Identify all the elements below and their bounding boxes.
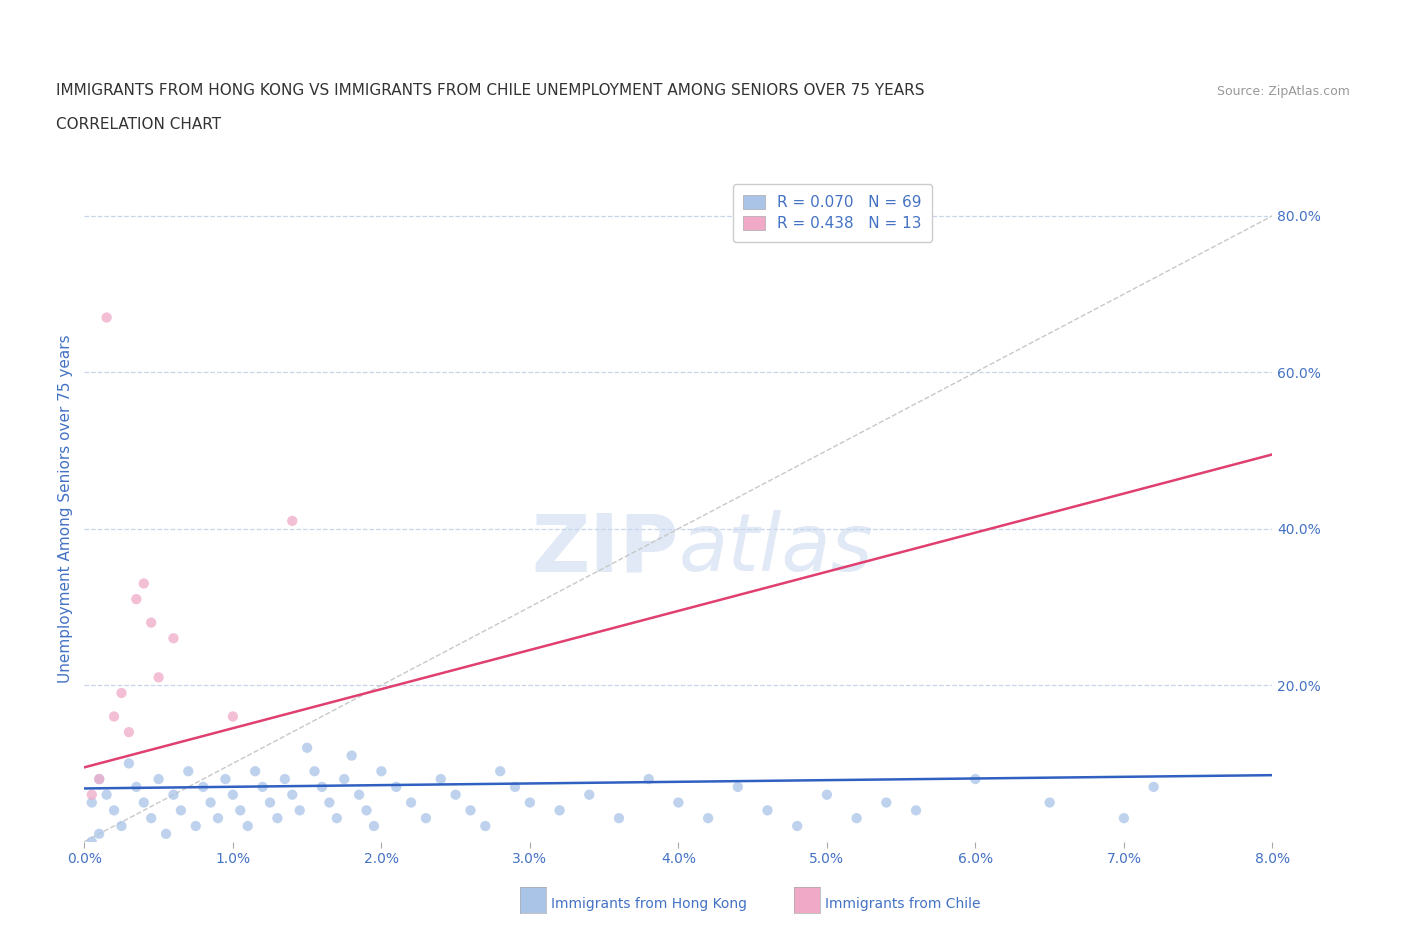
Point	[80, 788, 103, 803]
Text: atlas: atlas	[679, 510, 873, 588]
Point	[229, 803, 252, 817]
Point	[637, 772, 659, 787]
Point	[356, 803, 378, 817]
Point	[311, 779, 333, 794]
Point	[333, 772, 356, 787]
Point	[697, 811, 720, 826]
Point	[103, 803, 125, 817]
Point	[132, 795, 155, 810]
Point	[243, 764, 266, 778]
Point	[295, 740, 318, 755]
Point	[110, 685, 132, 700]
Point	[815, 788, 838, 803]
Point	[385, 779, 408, 794]
Point	[326, 811, 349, 826]
Point	[1039, 795, 1062, 810]
Point	[89, 827, 111, 842]
Point	[162, 788, 184, 803]
Point	[200, 795, 222, 810]
Point	[965, 772, 987, 787]
Point	[281, 513, 304, 528]
Point	[80, 795, 103, 810]
Point	[170, 803, 193, 817]
Point	[460, 803, 482, 817]
Point	[503, 779, 526, 794]
Text: Source: ZipAtlas.com: Source: ZipAtlas.com	[1216, 85, 1350, 98]
Point	[489, 764, 512, 778]
Point	[118, 724, 141, 739]
Point	[786, 818, 808, 833]
Point	[430, 772, 453, 787]
Point	[548, 803, 571, 817]
Point	[347, 788, 370, 803]
Point	[236, 818, 259, 833]
Point	[274, 772, 297, 787]
Point	[148, 772, 170, 787]
Point	[1112, 811, 1135, 826]
Point	[415, 811, 437, 826]
Point	[110, 818, 132, 833]
Point	[118, 756, 141, 771]
Point	[727, 779, 749, 794]
Point	[132, 576, 155, 591]
Point	[668, 795, 690, 810]
Text: Immigrants from Hong Kong: Immigrants from Hong Kong	[551, 897, 747, 911]
Point	[474, 818, 496, 833]
Point	[875, 795, 897, 810]
Point	[141, 615, 163, 630]
Point	[363, 818, 385, 833]
Point	[96, 788, 118, 803]
Point	[125, 779, 148, 794]
Text: CORRELATION CHART: CORRELATION CHART	[56, 117, 221, 132]
Point	[607, 811, 630, 826]
Point	[103, 709, 125, 724]
Point	[399, 795, 422, 810]
Text: ZIP: ZIP	[531, 510, 679, 588]
Point	[125, 591, 148, 606]
Point	[162, 631, 184, 645]
Point	[266, 811, 288, 826]
Point	[905, 803, 928, 817]
Point	[756, 803, 779, 817]
Point	[155, 827, 177, 842]
Point	[89, 772, 111, 787]
Point	[281, 788, 304, 803]
Point	[370, 764, 392, 778]
Point	[222, 788, 245, 803]
Text: IMMIGRANTS FROM HONG KONG VS IMMIGRANTS FROM CHILE UNEMPLOYMENT AMONG SENIORS OV: IMMIGRANTS FROM HONG KONG VS IMMIGRANTS …	[56, 83, 925, 98]
Point	[519, 795, 541, 810]
Point	[184, 818, 207, 833]
Point	[259, 795, 281, 810]
Point	[252, 779, 274, 794]
Point	[148, 670, 170, 684]
Point	[214, 772, 236, 787]
Legend: R = 0.070   N = 69, R = 0.438   N = 13: R = 0.070 N = 69, R = 0.438 N = 13	[733, 184, 932, 242]
Point	[318, 795, 340, 810]
Point	[578, 788, 600, 803]
Point	[207, 811, 229, 826]
Point	[845, 811, 868, 826]
Point	[288, 803, 311, 817]
Point	[222, 709, 245, 724]
Point	[89, 772, 111, 787]
Point	[96, 310, 118, 325]
Point	[141, 811, 163, 826]
Point	[80, 834, 103, 849]
Text: Immigrants from Chile: Immigrants from Chile	[825, 897, 981, 911]
Y-axis label: Unemployment Among Seniors over 75 years: Unemployment Among Seniors over 75 years	[58, 335, 73, 684]
Point	[1143, 779, 1166, 794]
Point	[304, 764, 326, 778]
Point	[191, 779, 215, 794]
Point	[444, 788, 467, 803]
Point	[177, 764, 200, 778]
Point	[340, 748, 363, 763]
